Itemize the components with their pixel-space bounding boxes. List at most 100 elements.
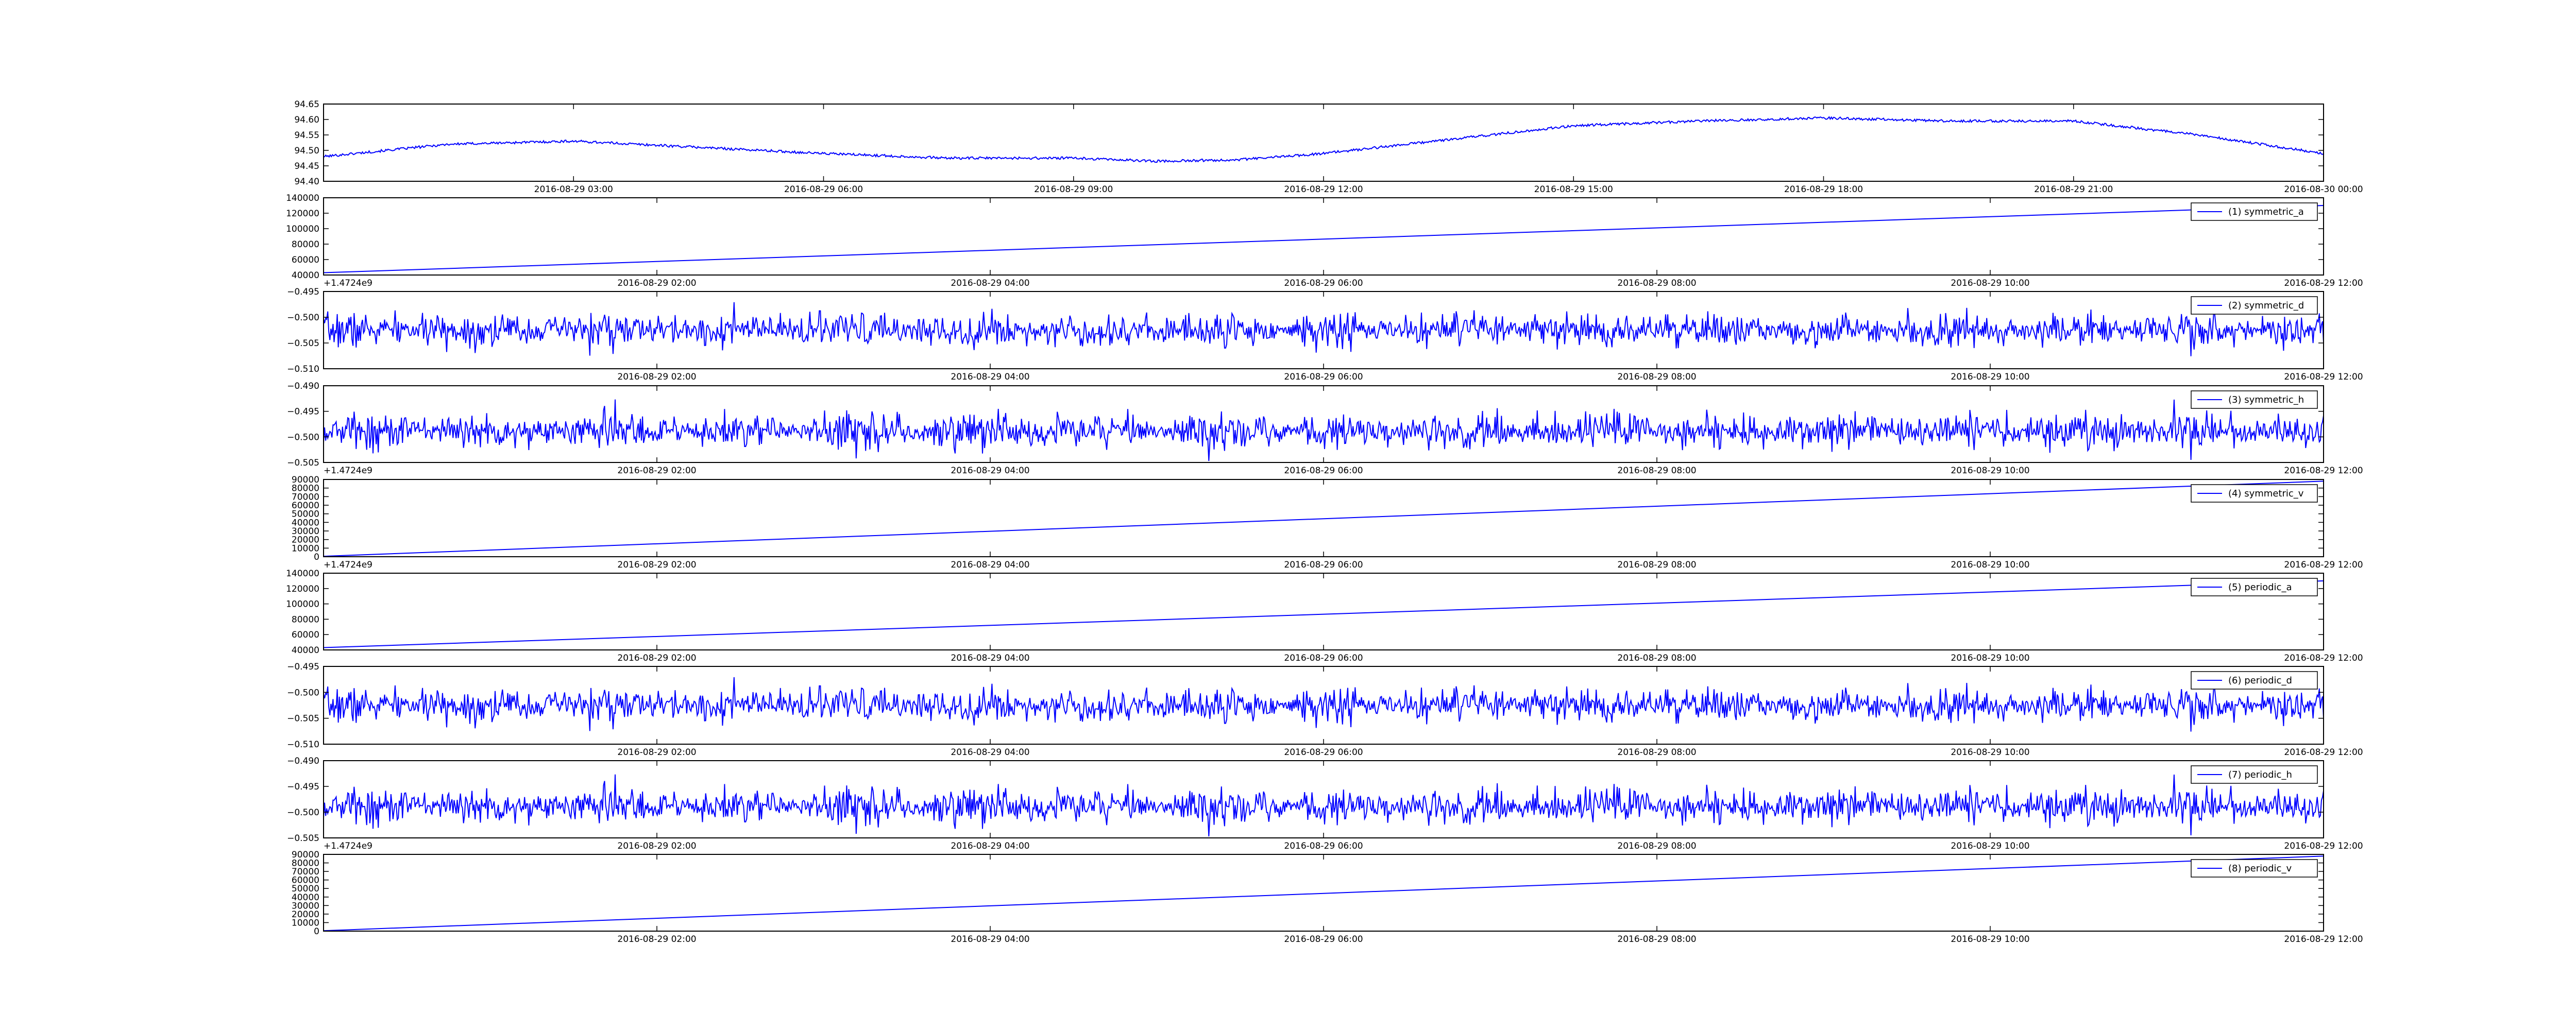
legend-p3: (3) symmetric_h xyxy=(2191,390,2318,409)
panel-p2: −0.510 −0.505 −0.500 −0.495 2016-08-29 02:00… xyxy=(287,287,2363,382)
y-tick-label: −0.510 xyxy=(287,740,319,750)
x-tick-label: 2016-08-29 10:00 xyxy=(1951,747,2029,758)
x-tick-label: 2016-08-29 10:00 xyxy=(1951,653,2029,663)
y-tick-label: 40000 xyxy=(292,645,319,656)
x-tick-label: 2016-08-29 21:00 xyxy=(2034,184,2113,195)
x-offset-label: +1.4724e9 xyxy=(324,841,372,851)
y-tick-label: 60000 xyxy=(292,630,319,640)
axes-frame-p0 xyxy=(323,104,2324,182)
y-tick-label: −0.500 xyxy=(287,808,319,818)
legend-label: (1) symmetric_a xyxy=(2228,207,2304,217)
series-line-p7-0 xyxy=(323,774,2324,837)
x-tick-label: 2016-08-29 02:00 xyxy=(617,747,696,758)
x-tick-label: 2016-08-29 06:00 xyxy=(1284,841,1363,851)
x-tick-label: 2016-08-29 12:00 xyxy=(2284,372,2363,382)
y-tick-label: −0.490 xyxy=(287,381,319,391)
y-tick-label: −0.500 xyxy=(287,313,319,323)
x-offset-label: +1.4724e9 xyxy=(324,560,372,570)
y-tick-label: 80000 xyxy=(292,484,319,494)
legend-p2: (2) symmetric_d xyxy=(2191,296,2318,315)
legend-label: (2) symmetric_d xyxy=(2228,300,2304,311)
y-tick-label: 94.55 xyxy=(294,130,319,141)
panel-p1: 40000 60000 80000 100000 120000 140000 2016-08… xyxy=(286,193,2363,288)
x-tick-label: 2016-08-29 12:00 xyxy=(2284,278,2363,288)
x-tick-label: 2016-08-29 06:00 xyxy=(1284,372,1363,382)
x-tick-label: 2016-08-29 08:00 xyxy=(1617,372,1696,382)
y-tick-label: 80000 xyxy=(292,614,319,625)
y-tick-label: 100000 xyxy=(286,599,319,610)
y-tick-label: 40000 xyxy=(292,892,319,903)
panel-p4: 0100002000030000400005000060000700008000… xyxy=(292,475,2363,570)
x-tick-label: 2016-08-29 02:00 xyxy=(617,841,696,851)
y-tick-label: −0.510 xyxy=(287,364,319,374)
y-tick-label: 100000 xyxy=(286,224,319,234)
x-tick-label: 2016-08-29 04:00 xyxy=(951,466,1029,476)
x-tick-label: 2016-08-29 06:00 xyxy=(1284,466,1363,476)
x-tick-label: 2016-08-29 02:00 xyxy=(617,653,696,663)
x-tick-label: 2016-08-29 02:00 xyxy=(617,466,696,476)
y-tick-label: −0.505 xyxy=(287,338,319,349)
x-tick-label: 2016-08-29 08:00 xyxy=(1617,841,1696,851)
x-tick-label: 2016-08-29 06:00 xyxy=(784,184,863,195)
x-tick-label: 2016-08-29 12:00 xyxy=(2284,934,2363,945)
series-line-p1-0 xyxy=(323,205,2324,273)
x-tick-label: 2016-08-29 08:00 xyxy=(1617,278,1696,288)
legend-p5: (5) periodic_a xyxy=(2191,578,2318,596)
x-offset-label: +1.4724e9 xyxy=(324,278,372,288)
y-tick-label: 120000 xyxy=(286,584,319,594)
y-tick-label: 20000 xyxy=(292,535,319,545)
y-tick-label: 50000 xyxy=(292,884,319,894)
series-line-p8-0 xyxy=(323,855,2324,932)
x-tick-label: 2016-08-29 06:00 xyxy=(1284,653,1363,663)
x-tick-label: 2016-08-29 12:00 xyxy=(2284,747,2363,758)
legend-p7: (7) periodic_h xyxy=(2191,765,2318,784)
x-tick-label: 2016-08-29 10:00 xyxy=(1951,466,2029,476)
y-tick-label: 30000 xyxy=(292,901,319,911)
x-tick-label: 2016-08-29 06:00 xyxy=(1284,747,1363,758)
x-tick-label: 2016-08-29 08:00 xyxy=(1617,466,1696,476)
x-tick-label: 2016-08-29 18:00 xyxy=(1784,184,1863,195)
x-tick-label: 2016-08-29 12:00 xyxy=(2284,841,2363,851)
y-tick-label: 94.45 xyxy=(294,161,319,171)
y-tick-label: −0.500 xyxy=(287,432,319,442)
x-tick-label: 2016-08-29 08:00 xyxy=(1617,934,1696,945)
y-tick-label: 80000 xyxy=(292,239,319,250)
series-line-p4-0 xyxy=(323,480,2324,557)
x-tick-label: 2016-08-29 09:00 xyxy=(1034,184,1113,195)
x-tick-label: 2016-08-29 08:00 xyxy=(1617,653,1696,663)
y-tick-label: 90000 xyxy=(292,850,319,860)
y-tick-label: 94.60 xyxy=(294,115,319,125)
legend-label: (3) symmetric_h xyxy=(2228,394,2304,405)
legend-label: (7) periodic_h xyxy=(2228,769,2292,780)
x-tick-label: 2016-08-29 04:00 xyxy=(951,934,1029,945)
legend-p6: (6) periodic_d xyxy=(2191,671,2318,690)
y-tick-label: 94.40 xyxy=(294,177,319,187)
x-tick-label: 2016-08-29 10:00 xyxy=(1951,934,2029,945)
panel-p5: 40000 60000 80000 100000 120000 140000 2016-08… xyxy=(286,569,2363,663)
x-tick-label: 2016-08-29 04:00 xyxy=(951,653,1029,663)
y-tick-label: 20000 xyxy=(292,909,319,920)
y-tick-label: −0.495 xyxy=(287,662,319,672)
x-tick-label: 2016-08-29 02:00 xyxy=(617,278,696,288)
x-tick-label: 2016-08-29 08:00 xyxy=(1617,747,1696,758)
series-line-p6-0 xyxy=(323,677,2324,732)
axes-frame-p5 xyxy=(323,573,2324,650)
x-tick-label: 2016-08-29 12:00 xyxy=(2284,560,2363,570)
y-tick-label: −0.490 xyxy=(287,756,319,766)
axes-frame-p7 xyxy=(323,760,2324,838)
x-tick-label: 2016-08-29 10:00 xyxy=(1951,372,2029,382)
x-tick-label: 2016-08-29 06:00 xyxy=(1284,560,1363,570)
y-tick-label: 50000 xyxy=(292,509,319,520)
y-tick-label: −0.505 xyxy=(287,714,319,724)
y-tick-label: 10000 xyxy=(292,918,319,928)
y-tick-label: −0.495 xyxy=(287,287,319,297)
x-tick-label: 2016-08-29 06:00 xyxy=(1284,934,1363,945)
y-tick-label: −0.505 xyxy=(287,458,319,468)
y-tick-label: −0.495 xyxy=(287,407,319,417)
y-tick-label: −0.500 xyxy=(287,688,319,698)
x-tick-label: 2016-08-29 15:00 xyxy=(1534,184,1613,195)
x-tick-label: 2016-08-29 10:00 xyxy=(1951,560,2029,570)
y-tick-label: 40000 xyxy=(292,518,319,528)
y-tick-label: 10000 xyxy=(292,543,319,554)
